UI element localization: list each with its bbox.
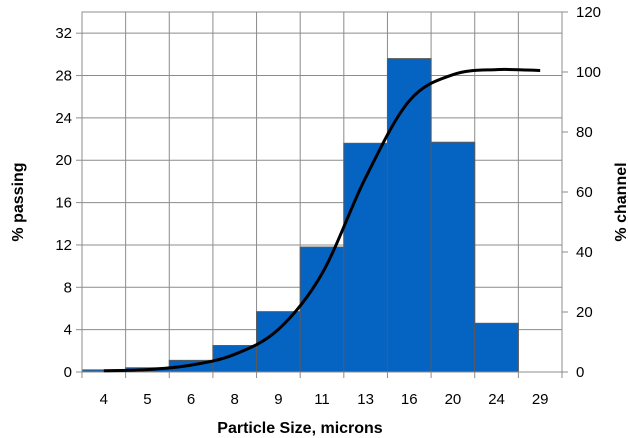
x-tick-label-6: 6 [187, 391, 195, 408]
cumulative-line [103, 67, 541, 373]
x-tick-label-8: 8 [231, 391, 239, 408]
y-axis-right-ticks: 0 20 40 60 80 100 120 [562, 4, 601, 381]
bar-24 [474, 322, 519, 373]
y-axis-right-title: % channel [613, 162, 628, 241]
x-axis-ticks: 4 5 6 8 9 11 13 16 20 24 29 [81, 372, 563, 408]
bar-20 [430, 141, 476, 373]
x-tick-label-5: 5 [143, 391, 151, 408]
y-tick-label-0: 0 [64, 364, 72, 381]
bar-11 [299, 246, 345, 373]
bar-13 [343, 142, 388, 373]
x-tick-label-9: 9 [274, 391, 282, 408]
line-series [103, 67, 541, 373]
x-axis-title: Particle Size, microns [217, 420, 383, 437]
y-tick-label-16: 16 [55, 195, 72, 212]
x-tick-label-24: 24 [488, 391, 505, 408]
x-tick-label-20: 20 [445, 391, 462, 408]
y2-tick-label-40: 40 [576, 244, 593, 261]
y-axis-left-ticks: 0 4 8 12 16 20 24 28 32 [55, 25, 82, 381]
y2-tick-label-120: 120 [576, 4, 601, 21]
x-tick-label-16: 16 [401, 391, 418, 408]
y-axis-left-title: % passing [10, 162, 27, 241]
y2-tick-label-80: 80 [576, 124, 593, 141]
x-tick-label-13: 13 [357, 391, 374, 408]
bar-9 [256, 311, 301, 373]
y-tick-label-8: 8 [64, 279, 72, 296]
y-tick-label-12: 12 [55, 237, 72, 254]
y-tick-label-24: 24 [55, 110, 72, 127]
y2-tick-label-100: 100 [576, 64, 601, 81]
y2-tick-label-0: 0 [576, 364, 584, 381]
bar-16 [386, 58, 432, 373]
y2-tick-label-60: 60 [576, 184, 593, 201]
y-tick-label-28: 28 [55, 68, 72, 85]
x-tick-label-29: 29 [532, 391, 549, 408]
y-tick-label-20: 20 [55, 152, 72, 169]
x-tick-label-11: 11 [314, 391, 330, 408]
y-tick-label-4: 4 [64, 322, 72, 339]
x-tick-label-4: 4 [100, 391, 108, 408]
y-tick-label-32: 32 [55, 25, 72, 42]
y2-tick-label-20: 20 [576, 304, 593, 321]
